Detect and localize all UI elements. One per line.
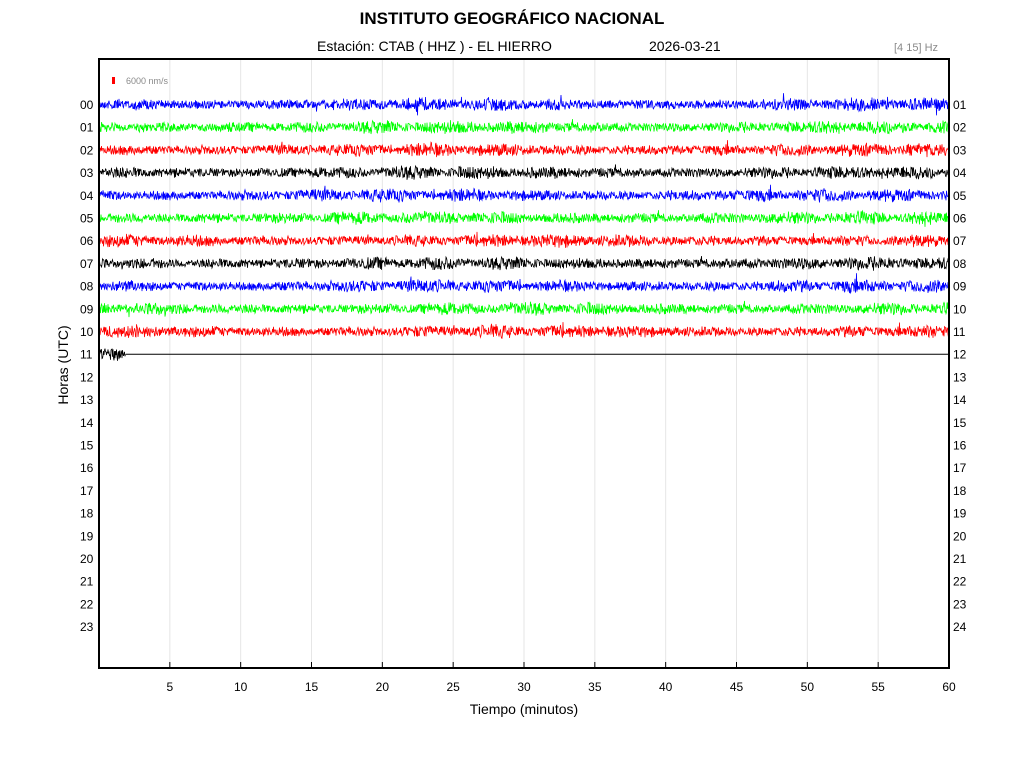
- hour-label-left: 20: [80, 552, 94, 566]
- hour-label-left: 17: [80, 484, 94, 498]
- x-tick-label: 50: [801, 680, 815, 694]
- x-tick-label: 10: [234, 680, 248, 694]
- hour-label-left: 23: [80, 620, 94, 634]
- hour-label-right: 13: [953, 370, 967, 384]
- x-tick-label: 30: [517, 680, 531, 694]
- hour-label-right: 17: [953, 461, 967, 475]
- hour-label-left: 13: [80, 393, 94, 407]
- x-tick-label: 25: [446, 680, 460, 694]
- amplitude-scale-bar: [112, 77, 115, 84]
- hour-label-right: 16: [953, 439, 967, 453]
- x-tick-label: 60: [942, 680, 956, 694]
- seismic-trace: [98, 93, 950, 116]
- hour-label-left: 06: [80, 234, 94, 248]
- hour-label-left: 16: [80, 461, 94, 475]
- hour-label-right: 01: [953, 98, 967, 112]
- plot-frame: [98, 58, 950, 669]
- seismic-trace: [98, 140, 950, 158]
- hour-label-right: 24: [953, 620, 967, 634]
- hour-label-right: 18: [953, 484, 967, 498]
- x-tick-label: 45: [730, 680, 744, 694]
- seismic-trace: [98, 348, 126, 361]
- hour-label-left: 07: [80, 257, 94, 271]
- hour-label-right: 03: [953, 143, 967, 157]
- hour-label-right: 21: [953, 552, 967, 566]
- hour-label-left: 11: [80, 348, 93, 362]
- hour-label-left: 05: [80, 212, 94, 226]
- hour-label-right: 09: [953, 280, 967, 294]
- seismic-trace: [98, 164, 950, 180]
- seismic-trace: [98, 255, 950, 271]
- hour-label-right: 07: [953, 234, 967, 248]
- hour-label-left: 00: [80, 98, 94, 112]
- hour-label-left: 19: [80, 529, 94, 543]
- hour-label-right: 20: [953, 529, 967, 543]
- x-tick-label: 40: [659, 680, 673, 694]
- hour-label-right: 23: [953, 597, 967, 611]
- x-axis-label: Tiempo (minutos): [469, 701, 579, 717]
- seismic-trace: [98, 231, 950, 248]
- seismic-trace: [98, 300, 950, 318]
- amplitude-scale-label: 6000 nm/s: [126, 76, 169, 86]
- x-tick-label: 5: [166, 680, 173, 694]
- station-label: Estación: CTAB ( HHZ ) - EL HIERRO: [317, 38, 552, 54]
- hour-label-left: 04: [80, 189, 94, 203]
- seismic-trace: [98, 273, 950, 295]
- date-label: 2026-03-21: [649, 38, 721, 54]
- hour-label-left: 10: [80, 325, 94, 339]
- x-tick-label: 55: [871, 680, 885, 694]
- hour-label-left: 21: [80, 575, 94, 589]
- hour-label-right: 02: [953, 121, 967, 135]
- hour-label-right: 08: [953, 257, 967, 271]
- seismic-trace: [98, 184, 950, 203]
- x-tick-label: 35: [588, 680, 602, 694]
- hour-label-right: 15: [953, 416, 967, 430]
- hour-label-right: 10: [953, 302, 967, 316]
- chart-title: INSTITUTO GEOGRÁFICO NACIONAL: [359, 9, 665, 28]
- hour-label-left: 22: [80, 597, 94, 611]
- hour-label-right: 11: [953, 325, 966, 339]
- hour-label-right: 14: [953, 393, 967, 407]
- hour-label-right: 06: [953, 212, 967, 226]
- seismic-trace: [98, 209, 950, 227]
- hour-label-left: 12: [80, 370, 94, 384]
- trace-layer: [98, 93, 950, 361]
- hour-label-left: 02: [80, 143, 94, 157]
- hour-label-right: 12: [953, 348, 967, 362]
- hour-label-left: 09: [80, 302, 94, 316]
- hour-label-right: 05: [953, 189, 967, 203]
- seismic-trace: [98, 119, 950, 135]
- x-tick-label: 15: [305, 680, 319, 694]
- hour-label-left: 08: [80, 280, 94, 294]
- hour-label-left: 15: [80, 439, 94, 453]
- hour-label-left: 01: [80, 121, 94, 135]
- hour-label-left: 14: [80, 416, 94, 430]
- frequency-band-label: [4 15] Hz: [894, 42, 939, 54]
- hour-label-right: 19: [953, 507, 967, 521]
- x-tick-label: 20: [376, 680, 390, 694]
- hour-label-left: 18: [80, 507, 94, 521]
- hour-label-right: 04: [953, 166, 967, 180]
- seismic-trace: [98, 322, 950, 339]
- hour-label-left: 03: [80, 166, 94, 180]
- hour-label-right: 22: [953, 575, 967, 589]
- tick-layer: 5 10 15 20 25 30 35 40 45 50 55 60 00 01 02 03 04 05 06 07 0…: [80, 98, 967, 694]
- grid-layer: [169, 59, 879, 668]
